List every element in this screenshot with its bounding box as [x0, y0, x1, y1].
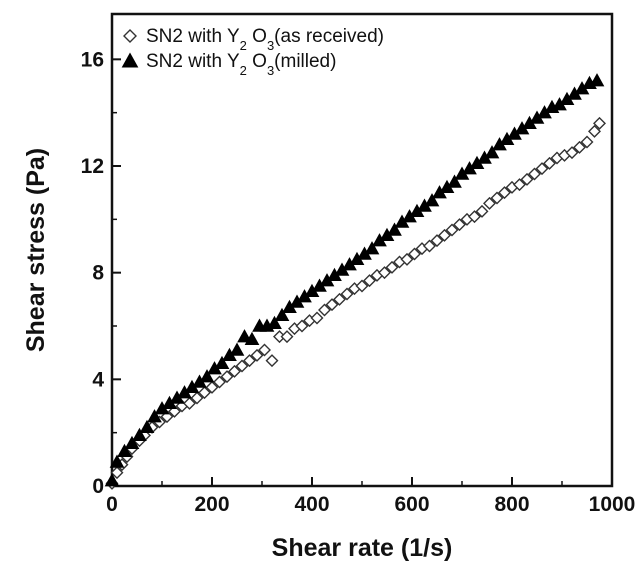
x-axis: 0 200 400 600 800 1000	[106, 477, 635, 516]
data-point-milled	[484, 145, 500, 159]
x-tick-label: 800	[494, 493, 529, 516]
data-point-as-received	[468, 210, 481, 224]
data-point-milled	[447, 174, 462, 188]
legend: SN2 with Y2 O3(as received)SN2 with Y2 O…	[121, 26, 384, 78]
data-point-as-received	[250, 348, 264, 362]
data-point-milled	[147, 409, 162, 423]
x-tick-label: 600	[394, 493, 429, 516]
data-point-as-received	[430, 234, 444, 248]
data-point-milled	[124, 435, 140, 450]
data-point-milled	[244, 331, 260, 346]
data-point-as-received	[535, 162, 549, 176]
data-point-as-received	[258, 343, 271, 357]
y-axis: 0 4 8 12 16	[81, 48, 121, 498]
data-point-milled	[589, 73, 605, 87]
data-point-as-received	[498, 186, 511, 200]
data-point-milled	[387, 222, 402, 236]
data-point-as-received	[340, 287, 354, 301]
data-point-as-received	[385, 260, 399, 274]
y-axis-title: Shear stress (Pa)	[22, 148, 50, 352]
y-tick-label: 8	[92, 262, 104, 285]
data-point-as-received	[228, 364, 241, 378]
y-tick-label: 0	[92, 475, 104, 498]
series-as-received	[105, 116, 606, 490]
data-point-as-received	[190, 391, 204, 405]
data-point-as-received	[318, 303, 331, 317]
data-point-as-received	[110, 466, 124, 480]
data-point-milled	[267, 315, 282, 330]
y-tick-label: 4	[92, 368, 104, 391]
y-tick-label: 16	[81, 48, 104, 71]
data-point-as-received	[513, 178, 526, 192]
data-point-as-received	[528, 167, 541, 181]
data-point-as-received	[220, 370, 234, 384]
data-point-milled	[237, 329, 252, 343]
data-point-milled	[274, 307, 290, 322]
x-tick-label: 400	[294, 493, 329, 516]
data-point-milled	[424, 193, 440, 207]
data-point-as-received	[205, 380, 219, 394]
data-point-as-received	[213, 375, 226, 389]
data-point-milled	[117, 443, 132, 458]
data-point-milled	[214, 355, 230, 370]
data-point-as-received	[593, 116, 606, 130]
data-point-as-received	[543, 156, 556, 170]
x-tick-label: 1000	[589, 493, 636, 516]
data-point-as-received	[333, 292, 346, 306]
data-point-milled	[104, 473, 120, 487]
data-point-as-received	[183, 396, 196, 410]
data-point-as-received	[520, 172, 534, 186]
data-point-as-received	[475, 204, 489, 218]
data-point-as-received	[408, 247, 421, 261]
data-point-milled	[139, 419, 155, 434]
data-point-as-received	[310, 311, 324, 325]
data-point-as-received	[438, 228, 451, 242]
data-point-as-received	[280, 330, 294, 344]
data-point-as-received	[453, 218, 466, 232]
data-point-as-received	[565, 146, 579, 160]
data-point-as-received	[363, 274, 376, 288]
x-tick-label: 0	[106, 493, 118, 516]
plot-frame	[110, 12, 614, 488]
data-point-as-received	[445, 223, 459, 237]
x-tick-label: 200	[194, 493, 229, 516]
data-point-as-received	[243, 354, 256, 368]
data-point-milled	[364, 241, 380, 255]
data-point-as-received	[490, 191, 504, 205]
data-point-as-received	[265, 354, 279, 368]
legend-label-milled: SN2 with Y2 O3(milled)	[146, 51, 336, 78]
data-point-as-received	[400, 252, 414, 266]
data-marks	[104, 73, 606, 490]
legend-marker-as-received	[123, 29, 137, 43]
series-milled	[104, 73, 605, 487]
data-point-as-received	[235, 359, 249, 373]
data-point-milled	[109, 454, 125, 468]
data-point-as-received	[325, 298, 339, 312]
data-point-as-received	[580, 135, 594, 149]
data-point-as-received	[573, 140, 586, 154]
data-point-milled	[229, 342, 245, 356]
data-point-as-received	[355, 279, 369, 293]
data-point-as-received	[423, 239, 436, 253]
data-point-as-received	[378, 266, 391, 280]
data-point-as-received	[295, 319, 309, 333]
data-point-milled	[132, 427, 147, 442]
y-tick-label: 12	[81, 155, 104, 178]
data-point-as-received	[588, 124, 601, 138]
legend-marker-milled	[121, 52, 139, 68]
legend-label-as-received: SN2 with Y2 O3(as received)	[146, 26, 384, 53]
data-point-as-received	[198, 386, 211, 400]
x-axis-title: Shear rate (1/s)	[272, 534, 453, 562]
data-point-as-received	[483, 196, 496, 210]
plot-area	[110, 12, 614, 488]
data-point-milled	[199, 369, 215, 383]
